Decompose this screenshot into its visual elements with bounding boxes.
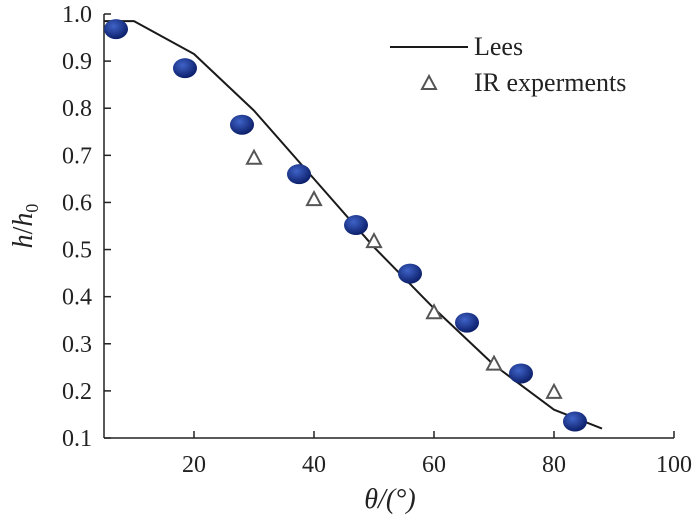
ellipse-point [344,215,368,236]
x-axis-label: θ/(°) [364,484,415,515]
y-tick-label: 1.0 [62,2,92,28]
ir-experiments-series [245,148,563,399]
y-tick-label: 0.1 [62,426,92,452]
y-tick-label: 0.9 [62,49,92,75]
y-tick-label: 0.7 [62,143,92,169]
ellipse-point [287,164,311,185]
triangle-point [485,354,503,371]
x-tick-label: 80 [542,452,566,478]
ellipse-point [173,58,197,79]
y-axis-label: h/h0 [8,204,42,249]
triangle-point [245,148,263,165]
ellipse-point [509,363,533,384]
legend-triangle-icon [420,73,438,90]
x-tick-label: 40 [302,452,326,478]
y-axis-ticks: 0.1 0.2 0.3 0.4 0.5 0.6 0.7 0.8 0.9 1.0 [62,2,111,452]
triangle-point [545,382,563,399]
ellipse-point [563,411,587,432]
x-tick-label: 100 [656,452,692,478]
legend-lees-label: Lees [474,32,523,61]
x-tick-label: 20 [182,452,206,478]
y-tick-label: 0.4 [62,285,92,311]
ellipse-point [104,19,128,40]
y-tick-label: 0.5 [62,238,92,264]
legend-ir-label: IR experments [474,68,626,97]
triangle-point [305,190,323,207]
ellipse-point [230,114,254,135]
x-axis-ticks: 20 40 60 80 100 [182,431,692,478]
triangle-point [425,303,443,320]
y-tick-label: 0.2 [62,379,92,405]
ellipse-point [398,263,422,284]
ellipse-point [455,312,479,333]
y-tick-label: 0.6 [62,190,92,216]
plot-frame [103,14,674,439]
lees-series [104,20,603,430]
x-tick-label: 60 [422,452,446,478]
ellipse-series [104,19,587,432]
y-tick-label: 0.3 [62,332,92,358]
lees-line [104,20,603,430]
y-tick-label: 0.8 [62,96,92,122]
legend: Lees IR experments [390,32,626,97]
triangle-point [365,231,383,249]
